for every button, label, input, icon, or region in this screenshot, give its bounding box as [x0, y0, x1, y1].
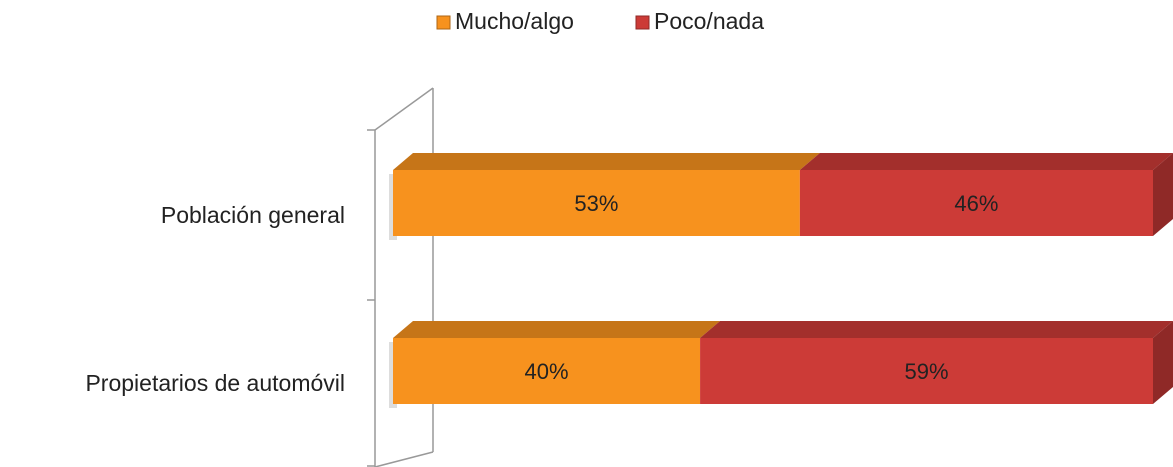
bar-side: [1153, 321, 1173, 404]
bar-top: [393, 321, 721, 338]
bar-side: [1153, 153, 1173, 236]
bar: [393, 170, 800, 236]
data-label: 46%: [954, 191, 998, 216]
bar: [393, 338, 701, 404]
bar-top: [393, 153, 820, 170]
axis-wall: [367, 87, 434, 467]
legend-label: Poco/nada: [654, 8, 764, 34]
category-label: Población general: [161, 202, 345, 228]
legend-label: Mucho/algo: [455, 8, 574, 34]
bar: [799, 170, 1153, 236]
data-label: 40%: [525, 359, 569, 384]
legend-swatch: [436, 15, 451, 30]
bar: [700, 338, 1153, 404]
data-label: 59%: [905, 359, 949, 384]
legend-swatch: [635, 15, 650, 30]
axis-line: [374, 87, 434, 131]
category-label: Propietarios de automóvil: [85, 370, 345, 396]
data-label: 53%: [574, 191, 618, 216]
axis-line: [374, 451, 434, 467]
bar-top: [799, 153, 1173, 170]
bar-top: [700, 321, 1173, 338]
